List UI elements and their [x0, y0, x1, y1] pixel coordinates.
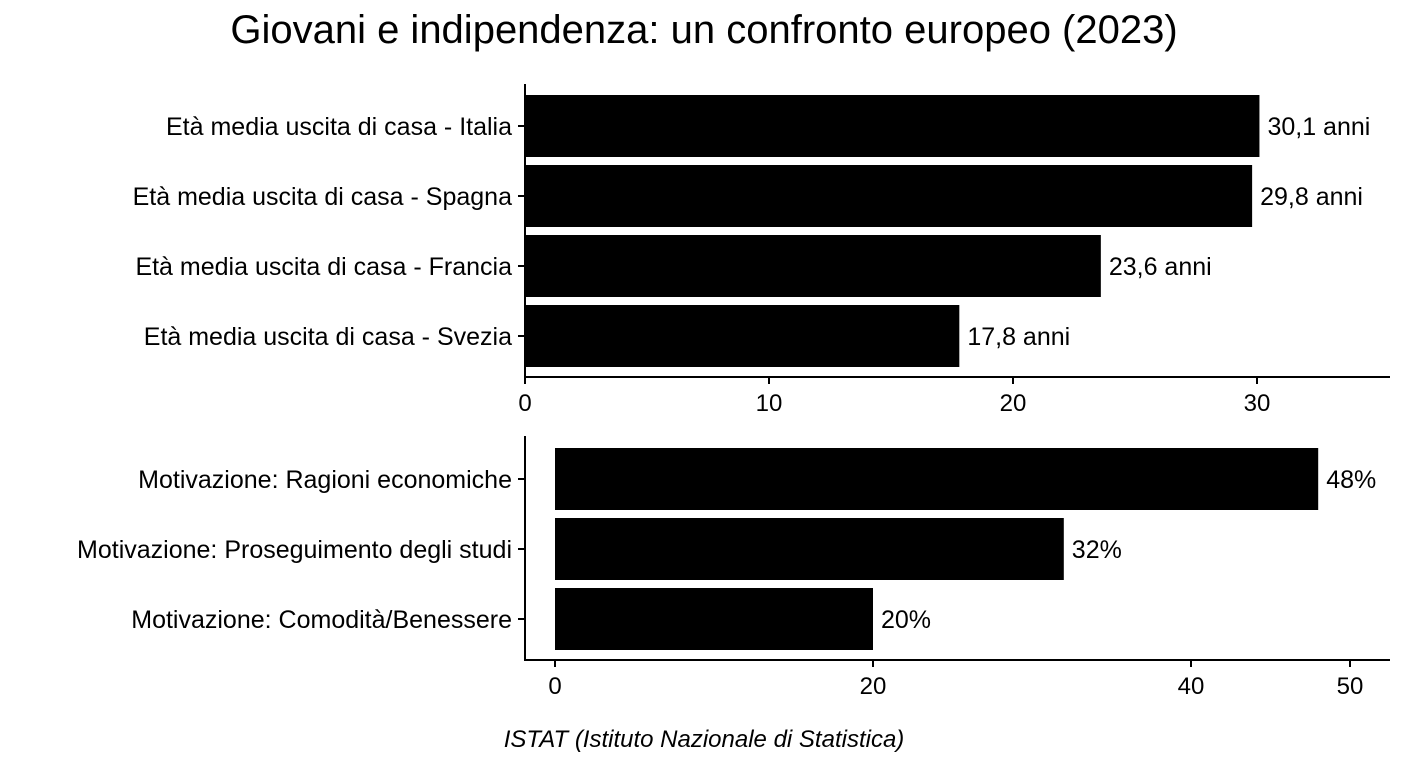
category-label: Età media uscita di casa - Francia: [135, 253, 512, 281]
data-label: 48%: [1326, 466, 1376, 494]
bar: [525, 305, 960, 367]
x-tick-label: 20: [1000, 390, 1027, 417]
category-label: Motivazione: Comodità/Benessere: [131, 606, 512, 634]
category-label: Motivazione: Proseguimento degli studi: [77, 536, 512, 564]
x-tick-label: 10: [756, 390, 783, 417]
bar: [555, 448, 1319, 510]
bar: [555, 588, 873, 650]
category-label: Età media uscita di casa - Svezia: [144, 323, 512, 351]
bar: [525, 235, 1101, 297]
panel-age: Età media uscita di casa - Italia 30,1 an…: [133, 84, 1390, 417]
chart-title: Giovani e indipendenza: un confronto eur…: [230, 8, 1178, 52]
chart-caption: ISTAT (Istituto Nazionale di Statistica): [503, 726, 905, 753]
panel-motivation: Motivazione: Ragioni economiche 48% Motiva…: [77, 436, 1390, 700]
x-tick-label: 20: [860, 673, 887, 700]
data-label: 20%: [881, 606, 931, 634]
x-tick-label: 40: [1178, 673, 1205, 700]
x-tick-label: 30: [1244, 390, 1271, 417]
x-tick-label: 50: [1337, 673, 1364, 700]
x-tick-label: 0: [548, 673, 561, 700]
data-label: 29,8 anni: [1260, 183, 1363, 211]
category-label: Età media uscita di casa - Italia: [166, 113, 512, 141]
data-label: 23,6 anni: [1109, 253, 1212, 281]
x-tick-label: 0: [518, 390, 531, 417]
data-label: 30,1 anni: [1267, 113, 1370, 141]
data-label: 32%: [1072, 536, 1122, 564]
data-label: 17,8 anni: [967, 323, 1070, 351]
category-label: Età media uscita di casa - Spagna: [133, 183, 512, 211]
bar: [525, 95, 1260, 157]
bar: [525, 165, 1253, 227]
bar: [555, 518, 1064, 580]
category-label: Motivazione: Ragioni economiche: [138, 466, 512, 494]
